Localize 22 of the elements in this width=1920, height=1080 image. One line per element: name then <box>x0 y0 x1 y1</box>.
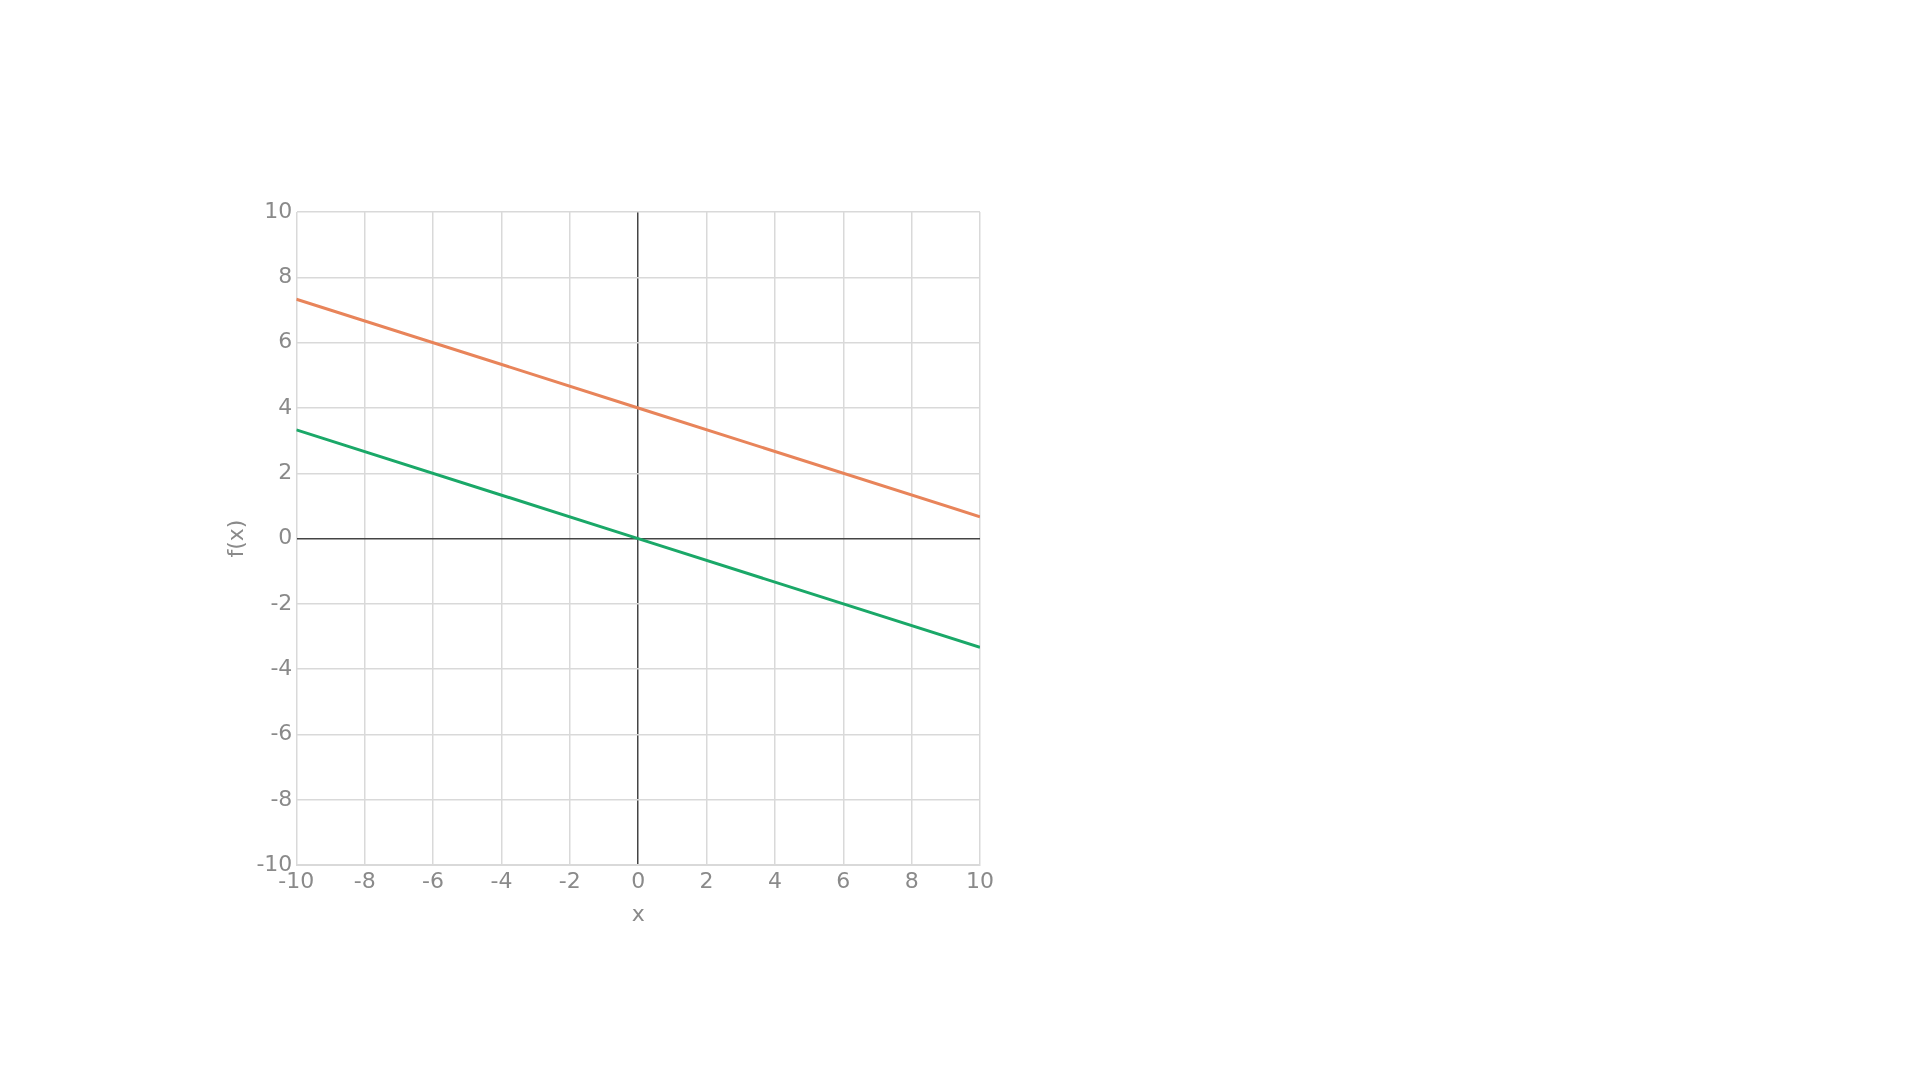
x-tick-label: -8 <box>353 868 376 894</box>
y-tick-label: 6 <box>278 328 293 354</box>
y-tick-label: 2 <box>278 459 293 484</box>
y-tick-label: 8 <box>278 263 293 289</box>
y-tick-label: 10 <box>264 197 293 223</box>
x-tick-label: 2 <box>699 868 714 894</box>
x-tick-label: -6 <box>422 868 445 894</box>
x-axis-title: x <box>631 900 645 926</box>
y-tick-label: -6 <box>270 720 293 746</box>
y-tick-label: -2 <box>270 589 293 615</box>
y-tick-label: 0 <box>278 524 293 550</box>
y-tick-label: -4 <box>270 654 293 680</box>
x-tick-label: 4 <box>767 868 782 894</box>
y-tick-label: -8 <box>270 785 293 811</box>
y-tick-label: 4 <box>278 393 293 419</box>
x-tick-label: 10 <box>966 868 994 894</box>
x-tick-label: 6 <box>836 868 851 894</box>
y-axis-title: f(x) <box>222 519 248 558</box>
x-tick-label: 8 <box>904 868 919 894</box>
x-tick-label: -4 <box>490 868 513 894</box>
x-tick-label: 0 <box>631 868 646 894</box>
x-tick-label: -2 <box>558 868 581 894</box>
